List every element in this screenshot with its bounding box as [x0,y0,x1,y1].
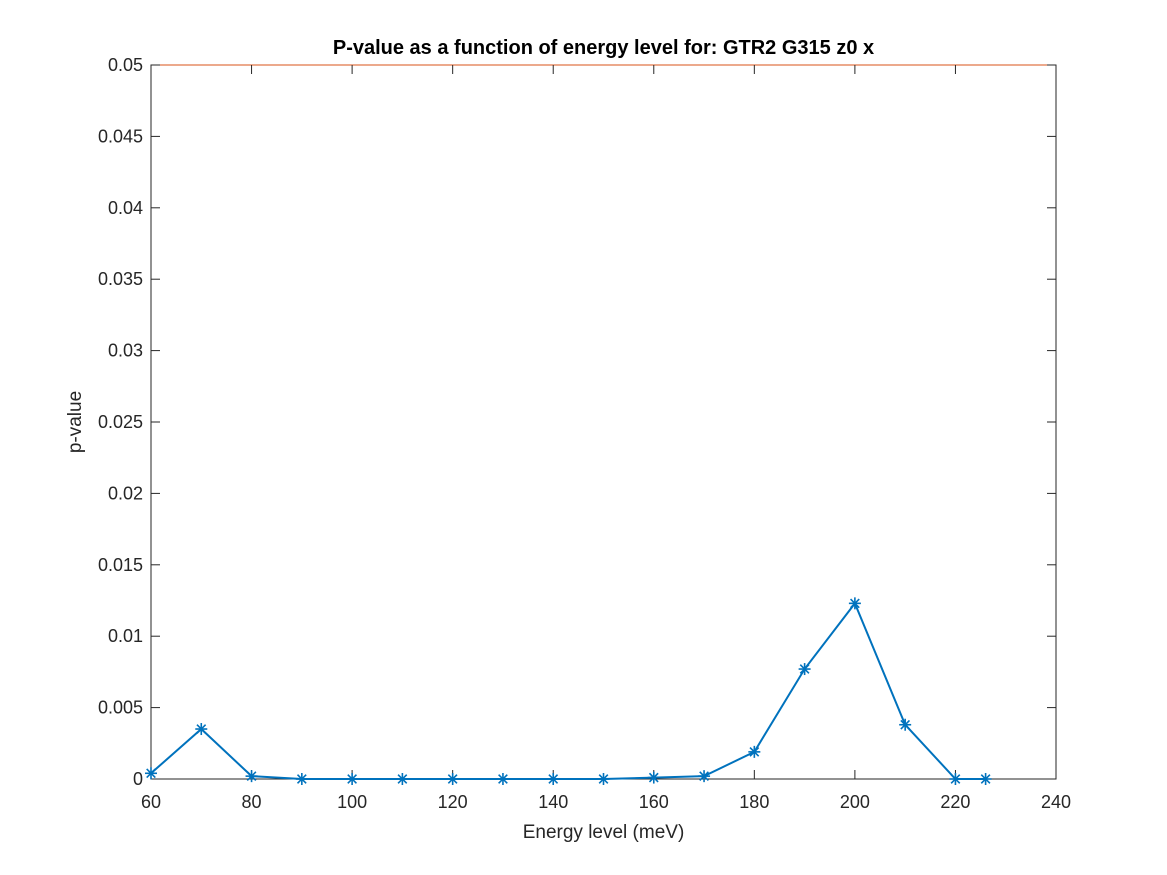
chart-title: P-value as a function of energy level fo… [333,37,874,59]
x-tick-label: 200 [840,792,870,812]
x-tick-label: 100 [337,792,367,812]
data-point [446,773,459,785]
series-line [150,601,986,780]
data-point [698,770,711,783]
y-axis-label: p-value [65,391,86,453]
y-tick-label: 0.015 [98,555,143,575]
x-tick-label: 80 [242,792,262,812]
y-tick-label: 0.05 [108,55,143,75]
data-point [597,773,610,785]
data-point [396,773,409,785]
data-point [748,745,761,758]
data-point [798,663,811,676]
y-tick-label: 0.02 [108,483,143,503]
x-tick-label: 220 [940,792,970,812]
x-tick-label: 140 [538,792,568,812]
data-point [547,773,560,785]
data-point [245,770,258,783]
y-tick-label: 0.035 [98,269,143,289]
x-tick-label: 120 [438,792,468,812]
data-point [145,767,157,780]
x-tick-label: 180 [739,792,769,812]
axis-ticks: 60 80 100 120 140 160 180 200 220 240 0 0.005 0.01 0.… [98,55,1071,812]
data-point [346,773,359,785]
y-tick-label: 0.005 [98,698,143,718]
x-axis-label: Energy level (meV) [523,822,685,843]
series-layer [145,597,992,785]
plot-area [150,64,1057,780]
y-tick-label: 0.04 [108,198,143,218]
data-point [195,723,208,736]
y-tick-label: 0.01 [108,626,143,646]
y-tick-label: 0.045 [98,126,143,146]
y-tick-label: 0.025 [98,412,143,432]
data-point [647,771,660,784]
data-point [496,773,509,785]
data-point [295,773,308,785]
data-point [979,773,992,785]
data-point [949,773,962,785]
data-point [899,718,912,731]
x-tick-label: 60 [141,792,161,812]
y-tick-label: 0.03 [108,341,143,361]
x-tick-label: 240 [1041,792,1071,812]
data-point [848,597,861,610]
x-tick-label: 160 [639,792,669,812]
y-tick-label: 0 [133,769,143,789]
